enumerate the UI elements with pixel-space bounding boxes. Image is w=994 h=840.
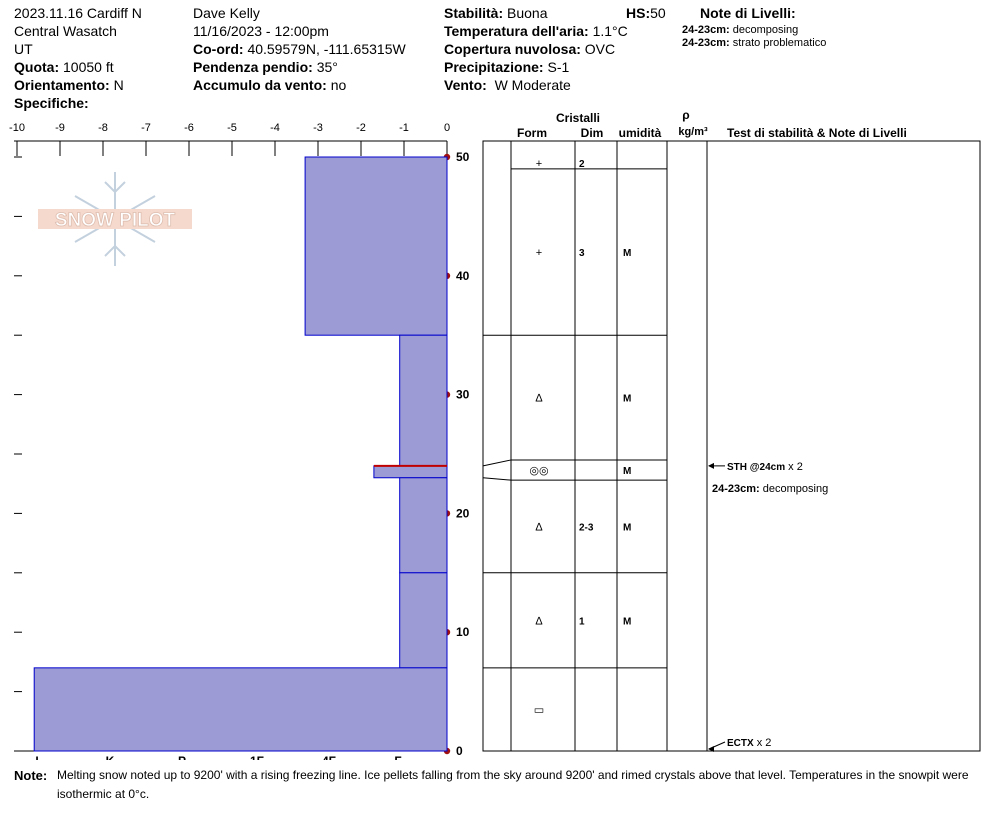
state: UT	[14, 41, 33, 57]
precipitation: Precipitazione: S-1	[444, 59, 570, 75]
top-axis-tick-label: 0	[444, 122, 450, 134]
crystal-size: 2	[579, 159, 585, 170]
crystal-form-symbol: +	[536, 247, 542, 259]
crystals-header: Cristalli	[556, 111, 600, 125]
hardness-label: F	[394, 754, 401, 760]
slope-angle: Pendenza pendio: 35°	[193, 59, 338, 75]
height-tick-label: 40	[456, 269, 470, 283]
top-axis-tick-label: -4	[270, 122, 280, 134]
logo-text: SNOW PILOT	[55, 210, 176, 231]
crystal-size: 2-3	[579, 522, 594, 533]
crystal-form-symbol: ◎◎	[529, 465, 548, 477]
layer-note: 24-23cm: decomposing	[682, 24, 799, 36]
test-arrowhead	[708, 746, 714, 752]
observer: Dave Kelly	[193, 5, 260, 21]
top-axis-tick-label: -5	[227, 122, 237, 134]
form-header: Form	[517, 126, 547, 140]
top-axis-tick-label: -1	[399, 122, 409, 134]
crystal-form-symbol: ∆	[536, 615, 543, 627]
snow-profile-chart: SNOW PILOT -10-9-8-7-6-5-4-3-2-10IKP1F4F…	[9, 108, 981, 760]
layer-note: 24-23cm: strato problematico	[682, 37, 827, 49]
height-tick-label: 50	[456, 150, 470, 164]
snowpilot-logo: SNOW PILOT	[38, 172, 192, 266]
layer-connector	[482, 477, 512, 481]
hardness-label: 1F	[250, 754, 264, 760]
test-layer-note: 24-23cm: decomposing	[712, 483, 828, 495]
top-axis-tick-label: -8	[98, 122, 108, 134]
mountain-range: Central Wasatch	[14, 23, 117, 39]
moisture-code: M	[623, 616, 631, 627]
hardness-bar	[399, 477, 448, 574]
crystal-size: 1	[579, 616, 585, 627]
hardness-label: K	[106, 754, 115, 760]
crystal-form-symbol: ▭	[534, 704, 544, 716]
wind: Vento: W Moderate	[444, 77, 571, 93]
test-name: ECTX	[727, 738, 754, 749]
height-tick-label: 20	[456, 506, 470, 520]
date-location: 2023.11.16 Cardiff N	[14, 5, 142, 21]
top-axis-tick-label: -6	[184, 122, 194, 134]
moisture-header: umidità	[619, 126, 662, 140]
test-count: x 2	[785, 461, 803, 473]
test-name: STH @24cm	[727, 462, 785, 473]
layer-notes-title: Note di Livelli:	[700, 5, 796, 21]
wind-loading: Accumulo da vento: no	[193, 77, 347, 93]
rho-header: ρ	[682, 108, 689, 122]
tests-header: Test di stabilità & Note di Livelli	[727, 126, 907, 140]
hardness-bar	[399, 572, 448, 669]
test-note-text: decomposing	[760, 483, 829, 495]
density-unit-header: kg/m³	[678, 126, 708, 138]
height-tick-label: 30	[456, 388, 470, 402]
test-result: STH @24cm x 2	[727, 461, 803, 473]
height-tick-label: 0	[456, 744, 463, 758]
height-tick-label: 10	[456, 625, 470, 639]
top-axis-tick-label: -7	[141, 122, 151, 134]
crystal-form-symbol: ∆	[536, 393, 543, 405]
snow-height: HS:50	[626, 5, 666, 21]
crystal-form-symbol: ∆	[536, 521, 543, 533]
test-result: ECTX x 2	[727, 737, 771, 749]
pit-header: 2023.11.16 Cardiff N Central Wasatch UT …	[0, 0, 994, 112]
notes-label: Note:	[14, 768, 48, 783]
specifics-label: Specifiche:	[14, 95, 89, 111]
hardness-label: I	[35, 754, 38, 760]
elevation: Quota: 10050 ft	[14, 59, 114, 75]
aspect: Orientamento: N	[14, 77, 124, 93]
moisture-code: M	[623, 522, 631, 533]
hardness-layers	[33, 156, 448, 752]
layer-connector	[482, 459, 512, 467]
crystal-form-symbol: +	[536, 158, 542, 170]
moisture-code: M	[623, 394, 631, 405]
observation-datetime: 11/16/2023 - 12:00pm	[193, 23, 329, 39]
notes-text: Melting snow noted up to 9200' with a ri…	[57, 768, 969, 801]
hardness-label: P	[178, 754, 186, 760]
hardness-bar	[33, 667, 448, 752]
top-axis-tick-label: -2	[356, 122, 366, 134]
air-temperature: Temperatura dell'aria: 1.1°C	[444, 23, 628, 39]
top-axis-tick-label: -3	[313, 122, 323, 134]
hardness-label: 4F	[322, 754, 336, 760]
hardness-bar	[373, 465, 448, 479]
stability: Stabilità: Buona	[444, 5, 548, 21]
size-header: Dim	[581, 126, 604, 140]
crystal-size: 3	[579, 248, 585, 259]
coordinates: Co-ord: 40.59579N, -111.65315W	[193, 41, 406, 57]
table-frame	[482, 140, 981, 752]
crystal-table: +2 + 3 M ∆ M ◎◎ M ∆ 2-3 M ∆ 1 M ▭	[482, 140, 981, 752]
top-axis-tick-label: -10	[9, 122, 25, 134]
moisture-code: M	[623, 248, 631, 259]
logo-band	[38, 209, 192, 229]
moisture-code: M	[623, 466, 631, 477]
test-count: x 2	[754, 737, 772, 749]
hardness-bar	[304, 156, 448, 336]
test-arrowhead	[708, 462, 714, 469]
hardness-bar	[399, 334, 448, 467]
top-axis-tick-label: -9	[55, 122, 65, 134]
test-note-depth: 24-23cm:	[712, 483, 760, 495]
cloud-cover: Copertura nuvolosa: OVC	[444, 41, 616, 57]
